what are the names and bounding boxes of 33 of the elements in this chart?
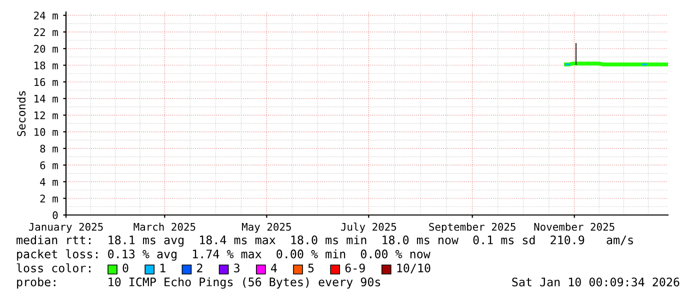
y-tick-label: 0 [52,211,58,220]
legend-label: 5 [308,264,314,272]
y-tick-label: 12 m [34,111,58,120]
legend-label: 2 [197,264,202,272]
y-tick-label: 16 m [34,78,58,86]
y-tick-label: 18 m [34,62,58,70]
y-axis-title: Seconds [16,91,26,136]
legend-label: 4 [270,264,277,272]
x-tick-label: July 2025 [341,222,396,233]
x-tick-label: November 2025 [534,222,614,231]
y-tick-label: 10 m [34,128,58,136]
x-tick-label: January 2025 [28,222,103,233]
x-tick-label: March 2025 [134,222,196,231]
y-tick-label: 24 m [34,12,58,20]
text: median rtt: 18.1 ms avg 18.4 ms max 18.0 ms min 18.0 ms now 0.1 ms sd 210.9 am/s [16,235,633,247]
y-tick-label: 4 m [40,178,58,186]
x-tick-label: May 2025 [242,222,291,233]
y-tick-label: 2 m [40,194,58,202]
legend-label: 6-9 [345,264,365,272]
legend-label: 3 [234,264,240,272]
y-tick-label: 22 m [34,28,58,36]
text: probe: 10 ICMP Echo Pings (56 Bytes) every 90s [17,277,380,289]
y-tick-label: 20 m [34,44,58,53]
legend-label: 10/10 [397,264,430,274]
x-tick-label: September 2025 [429,222,516,233]
legend-label: 1 [160,264,166,272]
y-tick-label: 14 m [34,94,58,103]
text: packet loss: 0.13 % avg 1.74 % max 0.00 % min 0.00 % now [17,249,430,261]
y-tick-label: 8 m [40,144,58,153]
legend-title: loss color: [16,263,90,272]
legend-label: 0 [122,264,128,272]
y-tick-label: 6 m [40,161,58,170]
text: Sat Jan 10 00:09:34 2026 [512,278,680,286]
